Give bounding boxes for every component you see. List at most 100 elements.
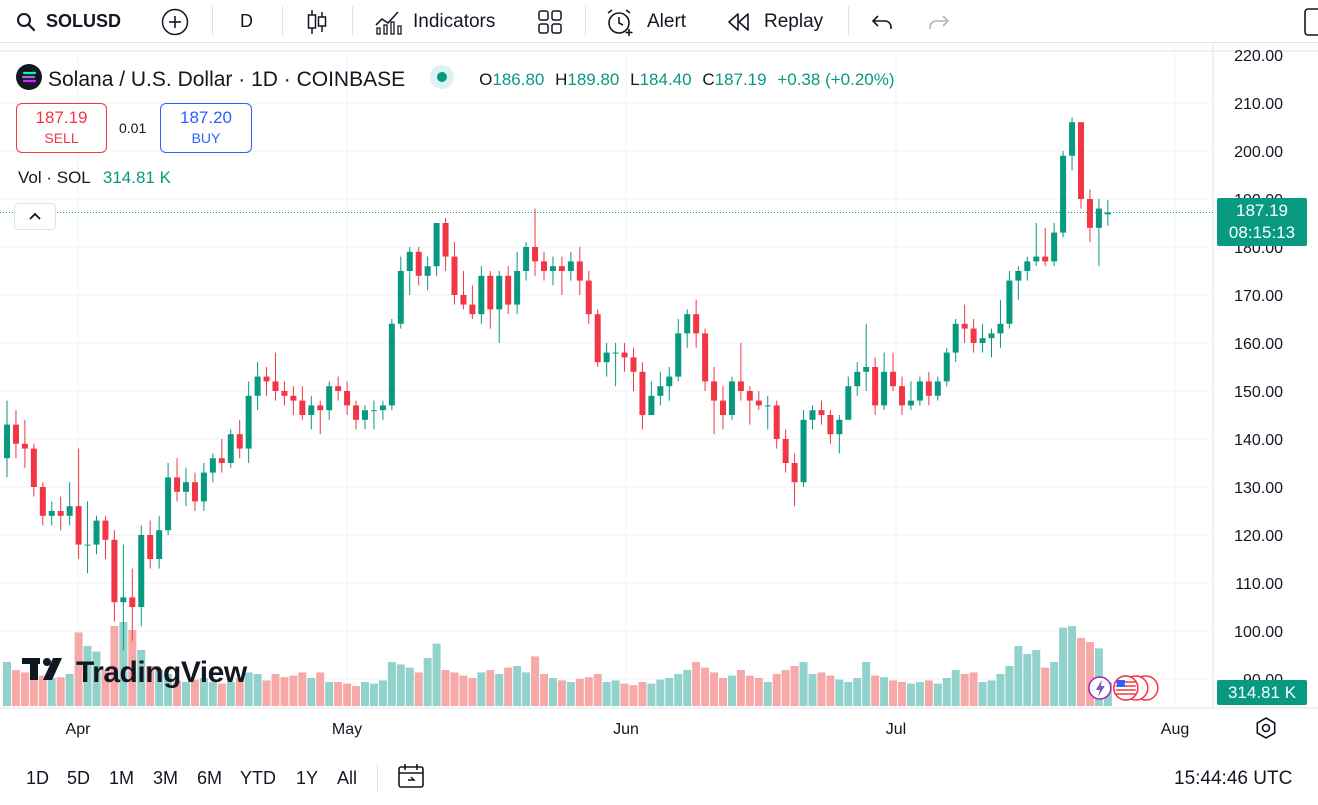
indicators-button[interactable]: Indicators [374, 0, 495, 43]
symbol-title[interactable]: Solana / U.S. Dollar · 1D · COINBASE [48, 68, 406, 91]
top-toolbar: SOLUSD D Indicators Alert Replay [0, 0, 1318, 43]
grid-icon [537, 9, 563, 35]
candle-body [1051, 232, 1058, 262]
candle-body [111, 539, 118, 603]
volume-bar [790, 666, 799, 706]
price-chart[interactable]: 220.00210.00200.00190.00180.00170.00160.… [0, 44, 1318, 760]
volume-bar [155, 670, 164, 706]
volume-bar [656, 679, 665, 706]
volume-bar [996, 674, 1005, 706]
range-all[interactable]: All [337, 768, 358, 788]
candle-body [308, 405, 315, 415]
layout-button[interactable] [1303, 0, 1318, 43]
ohlc-values: O186.80 H189.80 L184.40 C187.19 +0.38 (+… [479, 70, 894, 90]
candle-body [227, 434, 234, 463]
scale-settings-icon[interactable] [1256, 717, 1276, 739]
candle-body [541, 261, 547, 271]
symbol-search[interactable]: SOLUSD [16, 0, 121, 43]
range-6m[interactable]: 6M [197, 768, 223, 788]
candle-body [129, 597, 136, 607]
volume-bar [531, 656, 540, 706]
solana-logo-icon [16, 64, 42, 96]
y-tick-label: 150.00 [1234, 384, 1283, 401]
lightning-icon [1095, 680, 1105, 697]
alert-button[interactable]: Alert [605, 0, 686, 43]
candle-body [460, 295, 467, 305]
volume-bar [826, 675, 835, 706]
templates-button[interactable] [537, 0, 563, 43]
volume-bar [781, 670, 790, 706]
utc-clock[interactable]: 15:44:46 UTC [1174, 767, 1293, 789]
volume-bar [513, 666, 522, 706]
range-1d[interactable]: 1D [26, 768, 50, 788]
candle-body [290, 395, 297, 401]
candle-body [764, 405, 771, 407]
alarm-clock-icon [605, 7, 635, 37]
volume-bar [906, 683, 915, 706]
gear-hex [1256, 717, 1276, 739]
range-1y[interactable]: 1Y [296, 768, 319, 788]
collapse-legend-button[interactable] [14, 203, 56, 230]
volume-bar [978, 682, 987, 706]
calendar-icon [396, 762, 426, 795]
volume-bar [11, 670, 20, 706]
candle-body [693, 314, 700, 334]
range-5d[interactable]: 5D [67, 768, 91, 788]
buy-button[interactable]: 187.20 BUY [160, 103, 252, 153]
volume-bar [719, 678, 727, 706]
volume-bar [477, 672, 486, 706]
replay-button[interactable]: Replay [726, 0, 823, 43]
volume-bar [602, 682, 611, 706]
volume-bar [969, 672, 978, 706]
y-tick-label: 130.00 [1234, 480, 1283, 497]
candle-body [84, 544, 91, 546]
volume-bar [853, 678, 862, 706]
redo-icon [927, 12, 951, 32]
candle-body [773, 405, 780, 439]
candle-body [872, 367, 879, 406]
redo-button[interactable] [927, 0, 951, 43]
volume-bar [199, 678, 208, 706]
candle-body [1033, 256, 1040, 262]
range-3m[interactable]: 3M [153, 768, 179, 788]
chart-type-button[interactable] [305, 0, 329, 43]
candle-body [1069, 122, 1076, 156]
candle-body [925, 381, 932, 396]
x-tick-label: May [332, 721, 362, 738]
volume-bar [611, 680, 620, 706]
volume-bar [844, 682, 853, 706]
range-1m[interactable]: 1M [109, 768, 135, 788]
volume-bar [74, 632, 83, 706]
candle-body [854, 371, 861, 387]
undo-button[interactable] [870, 0, 894, 43]
add-circle-icon [160, 7, 190, 37]
volume-bar [208, 682, 217, 706]
volume-bar [933, 683, 942, 706]
volume-bar [361, 682, 369, 706]
volume-bar [92, 651, 101, 706]
candle-body [612, 352, 619, 354]
chevron-up-icon [28, 208, 42, 226]
volume-bar [316, 672, 325, 706]
volume-bar [575, 678, 584, 706]
compare-button[interactable] [160, 0, 190, 43]
volume-bar [1077, 638, 1085, 706]
candle-body [576, 261, 583, 281]
range-ytd[interactable]: YTD [240, 768, 276, 788]
volume-bar [692, 662, 701, 706]
volume-bar [763, 682, 772, 706]
volume-legend[interactable]: Vol · SOL 314.81 K [18, 168, 171, 188]
sell-button[interactable]: 187.19 SELL [16, 103, 107, 153]
candle-body [836, 419, 843, 435]
us-flag-icon [1113, 675, 1139, 701]
goto-date-button[interactable] [396, 760, 426, 797]
chart-pane[interactable]: 220.00210.00200.00190.00180.00170.00160.… [0, 44, 1318, 760]
volume-bar [468, 678, 477, 706]
volume-bar [808, 674, 817, 706]
change-value: +0.38 (+0.20%) [777, 70, 895, 89]
interval-button[interactable]: D [240, 11, 253, 31]
volume-bar [235, 678, 244, 706]
candle-body [138, 535, 145, 607]
volume-bar [450, 672, 459, 706]
volume-bar [557, 680, 566, 706]
